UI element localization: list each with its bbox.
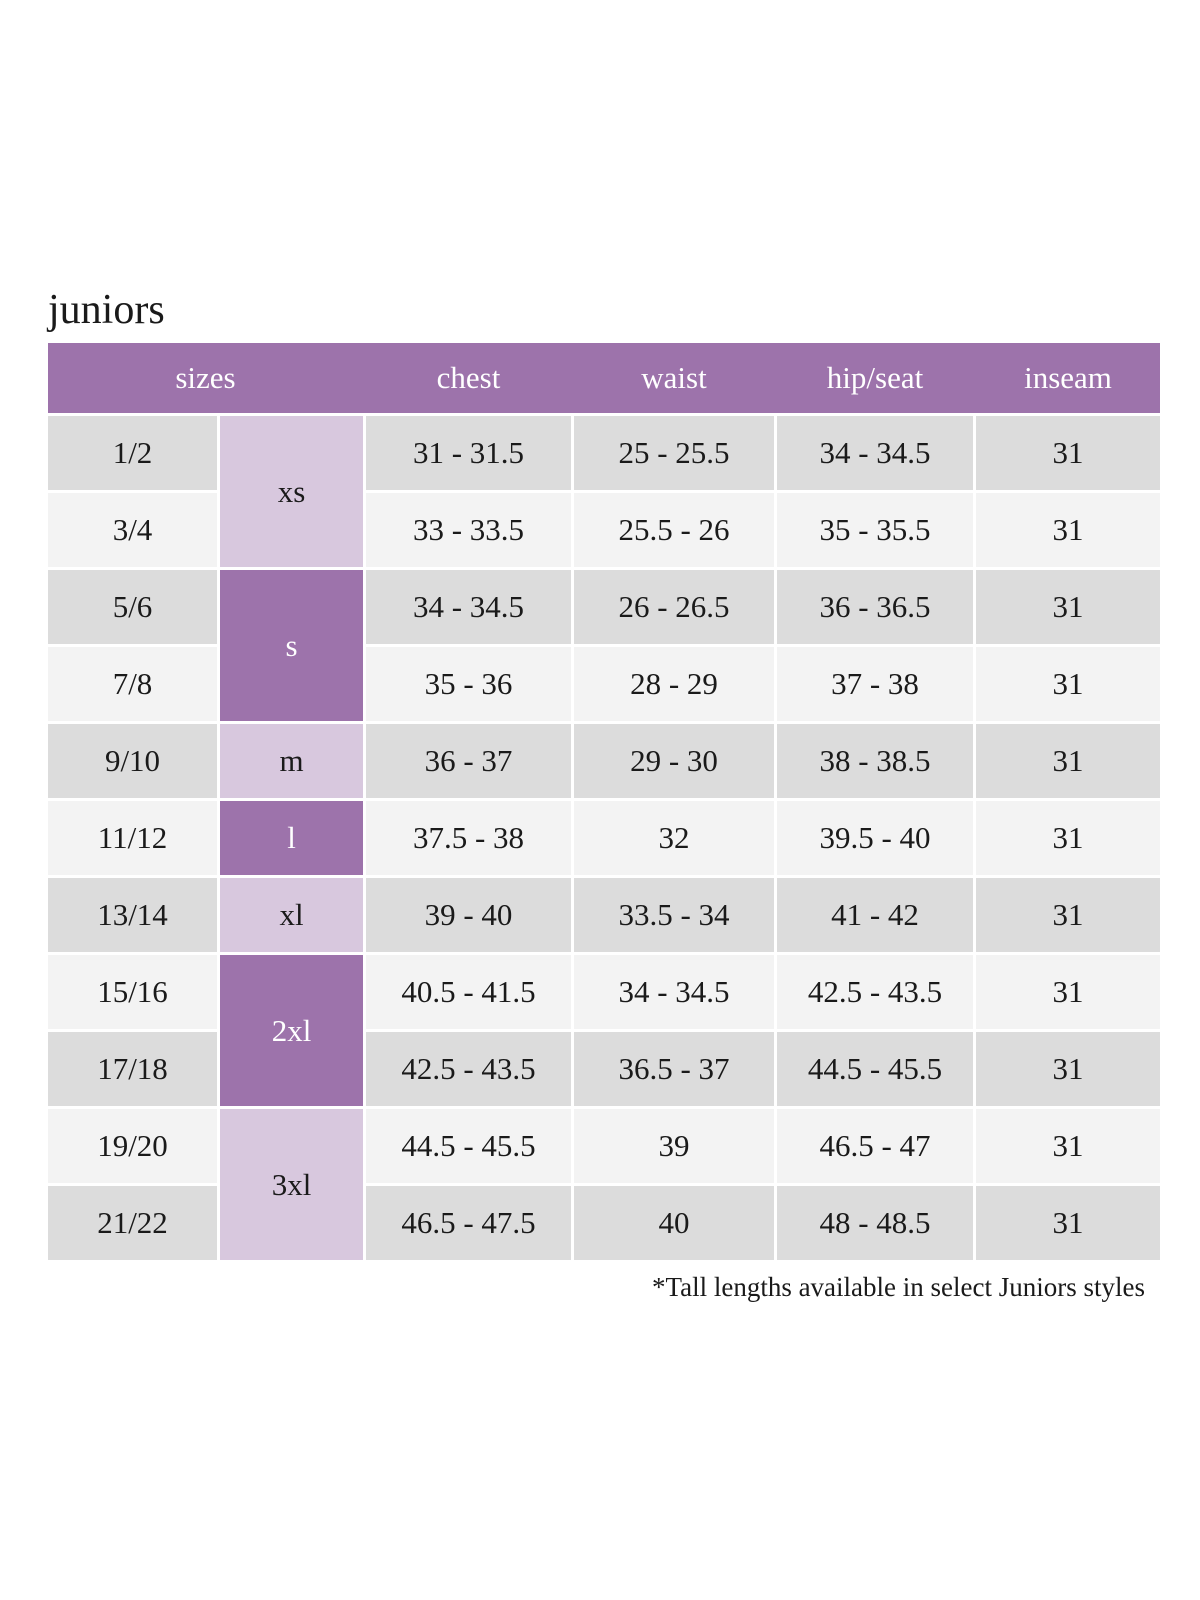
size-letter-cell-3xl: 3xl — [220, 1109, 363, 1260]
size-cell: 7/8 — [48, 647, 217, 721]
size-cell: 21/22 — [48, 1186, 217, 1260]
inseam-cell: 31 — [976, 416, 1160, 490]
waist-cell: 29 - 30 — [574, 724, 774, 798]
waist-cell: 28 - 29 — [574, 647, 774, 721]
size-letter-cell-xl: xl — [220, 878, 363, 952]
size-cell: 5/6 — [48, 570, 217, 644]
hip-seat-cell: 39.5 - 40 — [777, 801, 973, 875]
inseam-cell: 31 — [976, 647, 1160, 721]
hip-seat-cell: 42.5 - 43.5 — [777, 955, 973, 1029]
chest-cell: 34 - 34.5 — [366, 570, 571, 644]
chest-cell: 39 - 40 — [366, 878, 571, 952]
size-cell: 19/20 — [48, 1109, 217, 1183]
size-cell: 1/2 — [48, 416, 217, 490]
inseam-cell: 31 — [976, 1109, 1160, 1183]
header-cell-hip-seat: hip/seat — [826, 360, 924, 395]
header-cell-sizes: sizes — [175, 360, 236, 395]
hip-seat-cell: 34 - 34.5 — [777, 416, 973, 490]
chest-cell: 42.5 - 43.5 — [366, 1032, 571, 1106]
inseam-cell: 31 — [976, 1032, 1160, 1106]
chest-cell: 46.5 - 47.5 — [366, 1186, 571, 1260]
chest-cell: 33 - 33.5 — [366, 493, 571, 567]
waist-cell: 39 — [574, 1109, 774, 1183]
inseam-cell: 31 — [976, 724, 1160, 798]
waist-cell: 40 — [574, 1186, 774, 1260]
size-cell: 3/4 — [48, 493, 217, 567]
inseam-cell: 31 — [976, 955, 1160, 1029]
chest-cell: 37.5 - 38 — [366, 801, 571, 875]
hip-seat-cell: 37 - 38 — [777, 647, 973, 721]
size-cell: 11/12 — [48, 801, 217, 875]
inseam-cell: 31 — [976, 801, 1160, 875]
waist-cell: 25 - 25.5 — [574, 416, 774, 490]
size-letter-cell-2xl: 2xl — [220, 955, 363, 1106]
header-cell-waist: waist — [641, 360, 707, 395]
inseam-cell: 31 — [976, 570, 1160, 644]
waist-cell: 26 - 26.5 — [574, 570, 774, 644]
chest-cell: 40.5 - 41.5 — [366, 955, 571, 1029]
hip-seat-cell: 36 - 36.5 — [777, 570, 973, 644]
juniors-size-table: sizes chest waist hip/seat inseam 1/2 31 … — [48, 343, 1160, 1260]
hip-seat-cell: 46.5 - 47 — [777, 1109, 973, 1183]
size-letter-cell-s: s — [220, 570, 363, 721]
page-title: juniors — [48, 287, 165, 333]
size-letter-cell-xs: xs — [220, 416, 363, 567]
waist-cell: 33.5 - 34 — [574, 878, 774, 952]
size-cell: 17/18 — [48, 1032, 217, 1106]
size-letter-cell-l: l — [220, 801, 363, 875]
hip-seat-cell: 44.5 - 45.5 — [777, 1032, 973, 1106]
inseam-cell: 31 — [976, 493, 1160, 567]
header-cell-inseam: inseam — [1024, 360, 1112, 395]
hip-seat-cell: 48 - 48.5 — [777, 1186, 973, 1260]
header-cell-chest: chest — [436, 360, 501, 395]
hip-seat-cell: 35 - 35.5 — [777, 493, 973, 567]
size-cell: 15/16 — [48, 955, 217, 1029]
size-letter-cell-m: m — [220, 724, 363, 798]
size-cell: 9/10 — [48, 724, 217, 798]
waist-cell: 36.5 - 37 — [574, 1032, 774, 1106]
inseam-cell: 31 — [976, 878, 1160, 952]
waist-cell: 25.5 - 26 — [574, 493, 774, 567]
chest-cell: 35 - 36 — [366, 647, 571, 721]
chest-cell: 36 - 37 — [366, 724, 571, 798]
chest-cell: 44.5 - 45.5 — [366, 1109, 571, 1183]
hip-seat-cell: 38 - 38.5 — [777, 724, 973, 798]
footnote: *Tall lengths available in select Junior… — [651, 1272, 1145, 1302]
hip-seat-cell: 41 - 42 — [777, 878, 973, 952]
waist-cell: 34 - 34.5 — [574, 955, 774, 1029]
chest-cell: 31 - 31.5 — [366, 416, 571, 490]
size-cell: 13/14 — [48, 878, 217, 952]
waist-cell: 32 — [574, 801, 774, 875]
table-header-row: sizes chest waist hip/seat inseam — [48, 343, 1160, 413]
inseam-cell: 31 — [976, 1186, 1160, 1260]
